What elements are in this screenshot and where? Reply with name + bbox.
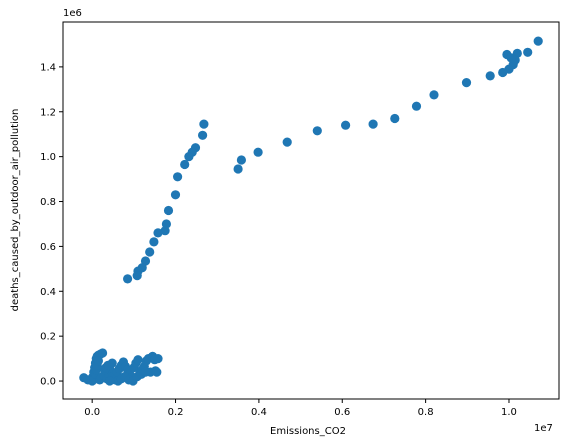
y-axis-label: deaths_caused_by_outdoor_air_pollution (10, 109, 21, 312)
x-tick-label: 0.2 (168, 407, 184, 418)
data-point (485, 71, 495, 81)
data-point (184, 152, 194, 162)
data-point (341, 120, 351, 130)
x-axis-label: Emissions_CO2 (270, 426, 346, 437)
data-point (160, 226, 170, 236)
x-tick-label: 0.4 (251, 407, 267, 418)
data-point (533, 36, 543, 46)
data-point (145, 247, 155, 257)
data-point (123, 274, 133, 284)
data-point (105, 376, 115, 386)
data-point (461, 78, 472, 88)
y-axis-ticks: 0.0 0.2 0.4 0.6 0.8 1.0 1.2 1.4 (40, 62, 63, 388)
y-tick-label: 1.2 (40, 107, 56, 118)
y-tick-label: 1.0 (40, 152, 56, 163)
data-points (79, 36, 543, 386)
data-point (411, 101, 422, 111)
data-point (282, 137, 292, 147)
data-point (98, 348, 108, 358)
x-tick-label: 0.0 (84, 407, 100, 418)
data-point (199, 119, 209, 129)
data-point (140, 367, 151, 377)
data-point (163, 205, 174, 216)
data-point (253, 147, 263, 157)
data-point (152, 367, 162, 377)
data-point (498, 67, 508, 78)
data-point (236, 155, 246, 165)
y-tick-label: 0.2 (40, 332, 56, 343)
data-point (153, 228, 163, 238)
plot-area (62, 21, 560, 400)
x-offset-label: 1e7 (534, 423, 553, 434)
data-point (153, 354, 163, 364)
data-point (180, 159, 190, 170)
data-point (523, 47, 533, 57)
y-tick-label: 0.0 (40, 377, 56, 388)
y-tick-label: 1.4 (40, 62, 56, 73)
data-point (429, 90, 439, 100)
y-offset-label: 1e6 (63, 8, 82, 19)
data-point (198, 130, 208, 140)
x-tick-label: 0.6 (334, 407, 350, 418)
y-tick-label: 0.6 (40, 242, 56, 253)
x-tick-label: 1.0 (501, 407, 517, 418)
data-point (107, 358, 117, 368)
data-point (93, 356, 103, 366)
data-point (149, 237, 159, 247)
data-point (173, 172, 183, 182)
data-point (132, 271, 142, 281)
x-tick-label: 0.8 (418, 407, 434, 418)
data-point (133, 355, 143, 365)
y-tick-label: 0.8 (40, 197, 56, 208)
data-point (233, 164, 243, 174)
y-tick-label: 0.4 (40, 287, 56, 298)
x-axis-ticks: 0.0 0.2 0.4 0.6 0.8 1.0 (84, 399, 517, 418)
data-point (170, 190, 181, 200)
data-point (368, 119, 378, 129)
data-point (390, 113, 400, 124)
data-point (312, 126, 322, 136)
data-point (506, 53, 516, 63)
